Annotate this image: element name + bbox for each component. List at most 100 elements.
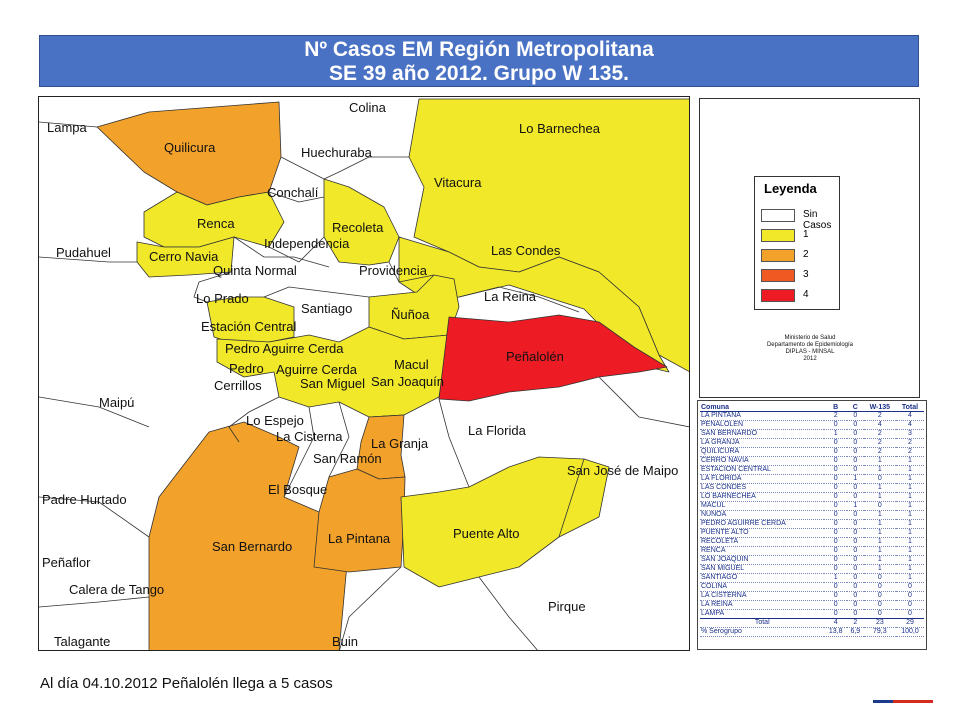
table-row: LA FLORIDA 0 1 0 1 (700, 474, 924, 484)
label-pedro: Pedro (229, 361, 264, 376)
label-calera-de-tango: Calera de Tango (69, 582, 164, 597)
legend-item-4: 4 (761, 289, 837, 303)
table-cell: 0 (846, 573, 864, 583)
table-cell: 0 (824, 546, 847, 556)
table-row: PEÑALOLEN 0 0 4 4 (700, 420, 924, 430)
table-row: MACUL 0 1 0 1 (700, 501, 924, 511)
table-cell: 0 (846, 582, 864, 592)
table-cell: 1 (863, 510, 896, 520)
column-header: Total (895, 403, 924, 412)
label-la-granja: La Granja (371, 436, 429, 451)
table-row: COLINA 0 0 0 0 (700, 582, 924, 592)
label-buin: Buin (332, 634, 358, 649)
table-cell: ÑUÑOA (700, 510, 825, 520)
table-cell: 1 (895, 555, 924, 565)
table-cell: 0 (846, 537, 864, 547)
cases-table: Comuna B C W-135 Total LA PINTANA 2 0 2 4 PEÑALOL… (700, 403, 924, 637)
table-cell: 0 (846, 564, 864, 574)
table-cell: 4 (895, 411, 924, 421)
table-cell: 2 (824, 411, 847, 421)
legend-swatch (761, 289, 795, 302)
label-providencia: Providencia (359, 263, 428, 278)
legend-label: 2 (803, 249, 809, 260)
table-cell: 2 (846, 618, 864, 628)
table-cell: 1 (863, 555, 896, 565)
table-cell: SAN BERNARDO (700, 429, 825, 439)
label-san-ramon: San Ramón (313, 451, 382, 466)
table-row: SAN MIGUEL 0 0 1 1 (700, 564, 924, 574)
table-cell: 2 (895, 447, 924, 457)
credits-line-2: Departamento de Epidemiología (766, 342, 854, 348)
label-huechuraba: Huechuraba (301, 145, 373, 160)
table-cell: 2 (863, 447, 896, 457)
column-header: B (824, 403, 847, 412)
footer-note: Al día 04.10.2012 Peñalolén llega a 5 ca… (40, 675, 333, 692)
credits-line-1: Ministerio de Salud (784, 335, 836, 341)
table-cell: 6,9 (846, 627, 864, 637)
table-cell: 1 (846, 501, 864, 511)
legend-swatch (761, 229, 795, 242)
credits-line-4: 2012 (803, 356, 817, 362)
label-lo-barnechea: Lo Barnechea (519, 121, 601, 136)
table-cell: 1 (863, 546, 896, 556)
table-cell: 2 (863, 438, 896, 448)
table-cell: COLINA (700, 582, 825, 592)
table-cell: 0 (846, 456, 864, 466)
table-cell: SAN MIGUEL (700, 564, 825, 574)
table-cell: 1 (895, 564, 924, 574)
table-row: LA REINA 0 0 0 0 (700, 600, 924, 610)
legend: Leyenda Sin Casos 1 2 3 4 (754, 176, 840, 310)
table-cell: 0 (846, 483, 864, 493)
legend-label: 3 (803, 269, 809, 280)
table-cell: 0 (895, 600, 924, 610)
label-puente-alto: Puente Alto (453, 526, 520, 541)
table-row: PUENTE ALTO 0 0 1 1 (700, 528, 924, 538)
table-cell: 1 (863, 483, 896, 493)
table-cell: 23 (863, 618, 896, 628)
label-independencia: Independencia (264, 236, 350, 251)
table-cell: 0 (824, 483, 847, 493)
label-la-florida: La Florida (468, 423, 527, 438)
table-cell: LA GRANJA (700, 438, 825, 448)
region-puente-alto-strip (558, 458, 610, 538)
table-cell: 0 (846, 609, 864, 619)
table-row: RECOLETA 0 0 1 1 (700, 537, 924, 547)
label-pedro-aguirre-cerda-top: Pedro Aguirre Cerda (225, 341, 344, 356)
table-cell: 1 (895, 510, 924, 520)
table-cell: 0 (846, 420, 864, 430)
table-cell: 0 (824, 510, 847, 520)
table-cell: LAMPA (700, 609, 825, 619)
legend-item-1: 1 (761, 229, 837, 243)
label-pudahuel: Pudahuel (56, 245, 111, 260)
table-cell: 0 (846, 411, 864, 421)
label-penaflor: Peñaflor (42, 555, 91, 570)
table-cell: 4 (895, 420, 924, 430)
table-cell: 0 (863, 582, 896, 592)
table-cell: PEÑALOLEN (700, 420, 825, 430)
table-cell: 1 (895, 501, 924, 511)
legend-label: Sin Casos (803, 209, 832, 231)
label-pirque: Pirque (548, 599, 586, 614)
table-cell: 1 (863, 519, 896, 529)
label-san-joaquin: San Joaquín (371, 374, 444, 389)
table-cell: 0 (846, 528, 864, 538)
table-cell: 0 (824, 501, 847, 511)
label-nunoa: Ñuñoa (391, 307, 430, 322)
table-row: ESTACION CENTRAL 0 0 1 1 (700, 465, 924, 475)
table-cell: ESTACION CENTRAL (700, 465, 825, 475)
table-cell: 100,0 (895, 627, 924, 637)
label-la-pintana: La Pintana (328, 531, 391, 546)
table-cell: 0 (863, 573, 896, 583)
table-cell: 0 (846, 519, 864, 529)
region-la-pintana (313, 468, 406, 573)
table-cell: 0 (863, 474, 896, 484)
table-cell: 2 (863, 429, 896, 439)
region-renca (143, 191, 285, 248)
table-cell: 0 (863, 609, 896, 619)
table-cell: 79,3 (863, 627, 896, 637)
table-row: ÑUÑOA 0 0 1 1 (700, 510, 924, 520)
table-cell: 0 (824, 528, 847, 538)
table-cell: 1 (895, 528, 924, 538)
label-maipu: Maipú (99, 395, 134, 410)
table-cell: 0 (846, 492, 864, 502)
